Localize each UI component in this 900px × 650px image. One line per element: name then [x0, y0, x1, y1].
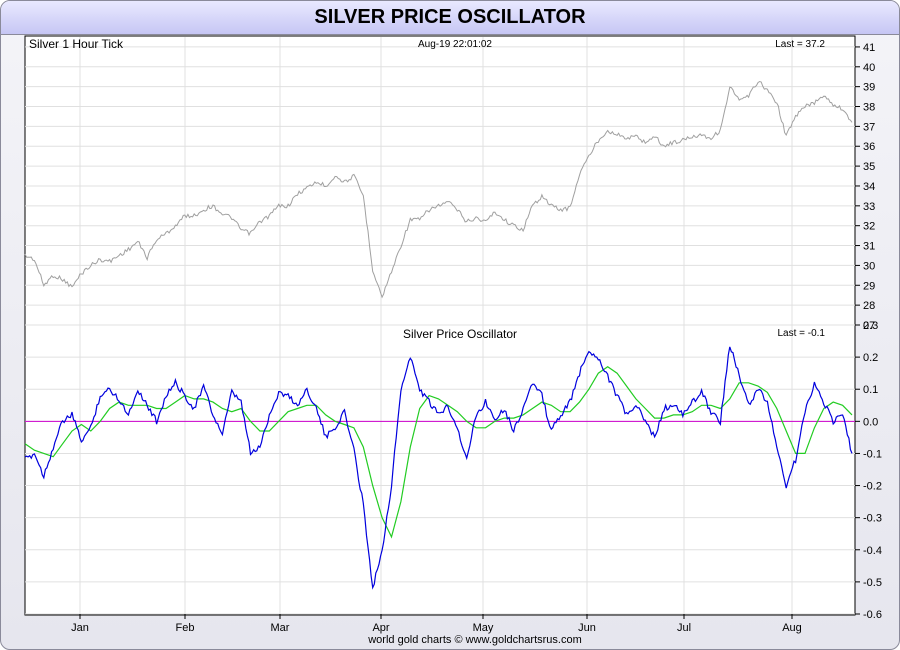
price-tick-label: 30: [863, 260, 875, 272]
price-tick-label: 34: [863, 181, 875, 193]
series-lines: [24, 80, 853, 590]
price-tick-label: 39: [863, 82, 875, 94]
price-panel-label: Silver 1 Hour Tick: [29, 37, 124, 51]
silver-price-line: [24, 80, 853, 299]
x-axis-labels: Jan Feb Mar Apr May Jun Jul Aug: [71, 614, 802, 634]
price-tick-label: 35: [863, 161, 875, 173]
price-tick-label: 40: [863, 62, 875, 74]
signal-line: [24, 365, 853, 539]
price-tick-label: 31: [863, 241, 875, 253]
timestamp-label: Aug-19 22:01:02: [418, 39, 492, 50]
price-tick-label: 38: [863, 102, 875, 114]
month-tick-label: May: [473, 622, 494, 634]
price-tick-label: 36: [863, 141, 875, 153]
oscillator-line: [24, 346, 853, 590]
month-tick-label: Apr: [372, 622, 389, 634]
price-tick-label: 37: [863, 121, 875, 133]
y-axis-labels: 27 28 29 30 31 32 33 34 35 36 37 38 39 40 41 0.3 0.2 0.1 0…: [855, 42, 882, 621]
chart-title: SILVER PRICE OSCILLATOR: [314, 6, 586, 28]
oscillator-tick-label: -0.6: [863, 609, 882, 621]
price-tick-label: 29: [863, 280, 875, 292]
price-last-label: Last = 37.2: [775, 39, 825, 50]
oscillator-tick-label: -0.2: [863, 481, 882, 493]
price-tick-label: 32: [863, 221, 875, 233]
month-tick-label: Aug: [782, 622, 802, 634]
month-tick-label: Feb: [176, 622, 195, 634]
oscillator-tick-label: -0.5: [863, 577, 882, 589]
price-tick-label: 27: [863, 320, 875, 332]
oscillator-tick-label: -0.3: [863, 513, 882, 525]
oscillator-tick-label: 0.3: [863, 320, 878, 332]
oscillator-tick-label: 0.0: [863, 416, 878, 428]
month-tick-label: Jun: [578, 622, 596, 634]
oscillator-tick-label: -0.4: [863, 545, 882, 557]
oscillator-panel-label: Silver Price Oscillator: [403, 327, 517, 341]
oscillator-last-label: Last = -0.1: [777, 328, 825, 339]
oscillator-tick-label: 0.2: [863, 352, 878, 364]
price-tick-label: 41: [863, 42, 875, 54]
price-tick-label: 28: [863, 300, 875, 312]
month-tick-label: Jul: [677, 622, 691, 634]
oscillator-tick-label: -0.1: [863, 448, 882, 460]
price-tick-label: 33: [863, 201, 875, 213]
month-tick-label: Mar: [271, 622, 290, 634]
footer-credit: world gold charts © www.goldchartsrus.co…: [367, 634, 582, 646]
month-tick-label: Jan: [71, 622, 89, 634]
oscillator-tick-label: 0.1: [863, 384, 878, 396]
title-bar: SILVER PRICE OSCILLATOR: [1, 1, 899, 35]
